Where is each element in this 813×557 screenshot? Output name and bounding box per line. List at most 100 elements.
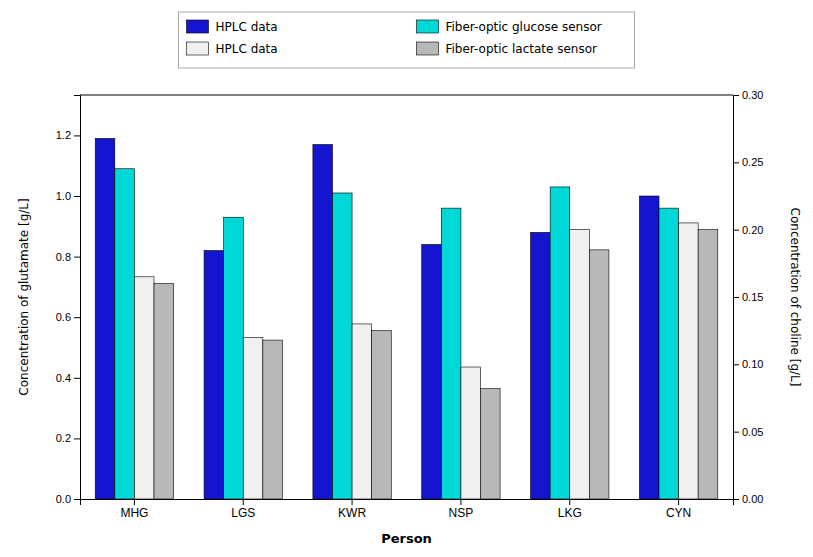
tick-label: LGS [231,506,255,520]
legend-item: Fiber-optic glucose sensor [417,20,602,34]
tick: 0.30 [733,89,763,101]
bar [441,208,461,499]
tick: 0.4 [56,372,80,384]
tick-label: 0.05 [742,426,763,438]
tick-mark [733,95,739,96]
tick-label: MHG [120,506,148,520]
bar-series [115,169,679,499]
bar [332,193,352,499]
tick-label: KWR [338,506,366,520]
tick-mark [74,196,80,197]
tick-mark [733,162,739,163]
tick-mark [74,317,80,318]
bar [461,367,481,499]
bar [531,232,551,499]
bar [115,169,135,499]
legend-label: Fiber-optic lactate sensor [446,42,598,56]
tick: MHG [120,499,148,520]
legend-item: HPLC data [187,20,278,34]
legend-swatch [187,20,209,33]
tick-label: 0.6 [56,311,71,323]
tick: CYN [666,499,691,520]
legend-label: HPLC data [216,42,278,56]
tick-mark [134,499,135,505]
tick: 1.0 [56,190,80,202]
tick-label: 0.8 [56,251,71,263]
tick-mark [460,499,461,505]
plot: 0.0 0.2 0.4 0.6 0.8 1.0 1.2 0.00 0.05 0.10 0.15 0.2… [56,89,764,520]
legend-item: Fiber-optic lactate sensor [417,42,598,56]
tick: 0.05 [733,426,763,438]
bar [204,251,224,499]
legend: HPLC data Fiber-optic glucose sensor HPLC … [179,12,635,68]
bar [243,337,263,499]
tick: 0.25 [733,156,763,168]
bar-series [134,223,698,499]
bar-series [95,138,659,499]
legend-label: HPLC data [216,20,278,34]
tick-mark [733,230,739,231]
tick-label: 0.00 [742,493,763,505]
legend-label: Fiber-optic glucose sensor [446,20,602,34]
tick-label: 0.10 [742,358,763,370]
bar [352,324,372,499]
tick: 0.2 [56,432,80,444]
tick-label: 0.30 [742,89,763,101]
bars [95,138,718,499]
bar [263,340,283,499]
bar [570,230,590,499]
axis-line [81,500,734,506]
bar [134,277,154,499]
tick: NSP [449,499,474,520]
y2-axis-title: Concentration of choline [g/L] [788,208,802,387]
chart: 0.0 0.2 0.4 0.6 0.8 1.0 1.2 0.00 0.05 0.10 0.15 0.2… [0,0,813,557]
tick-mark [74,378,80,379]
x-axis: MHG LGS KWR NSP LKG CYN [81,499,734,520]
tick: 0.20 [733,224,763,236]
tick: 0.15 [733,291,763,303]
tick-mark [352,499,353,505]
axis-line [74,96,81,500]
legend-frame [179,12,635,68]
tick-label: 0.15 [742,291,763,303]
legend-swatch [417,20,439,33]
tick-mark [678,499,679,505]
tick-label: NSP [449,506,474,520]
tick: 0.00 [733,493,763,505]
tick-label: 0.20 [742,224,763,236]
tick-label: CYN [666,506,691,520]
bar [639,196,659,499]
tick-label: 0.25 [742,156,763,168]
tick: KWR [338,499,366,520]
tick: 0.10 [733,358,763,370]
y-axis-title: Concentration of glutamate [g/L] [17,198,31,395]
x-axis-title: Person [381,531,432,546]
y-axis: 0.0 0.2 0.4 0.6 0.8 1.0 1.2 [56,96,81,506]
legend-swatch [417,42,439,55]
tick: 1.2 [56,129,80,141]
tick-label: LKG [558,506,582,520]
tick: 0.0 [56,493,80,505]
bar [659,208,679,499]
bar [422,244,442,499]
bar [224,217,244,499]
bar [550,187,570,499]
bar [313,145,333,499]
legend-swatch [187,42,209,55]
tick: LKG [558,499,582,520]
bar [679,223,699,499]
tick-label: 0.2 [56,432,71,444]
axis-line [734,96,740,500]
tick-mark [569,499,570,505]
y2-axis: 0.00 0.05 0.10 0.15 0.20 0.25 0.30 [733,89,763,505]
bar [154,284,174,499]
tick-label: 0.0 [56,493,71,505]
legend-item: HPLC data [187,42,278,56]
bar [698,230,718,499]
bar-series [154,230,718,499]
bar [589,250,609,499]
tick-label: 1.2 [56,129,71,141]
tick-mark [733,432,739,433]
tick: 0.6 [56,311,80,323]
bar [481,389,501,499]
